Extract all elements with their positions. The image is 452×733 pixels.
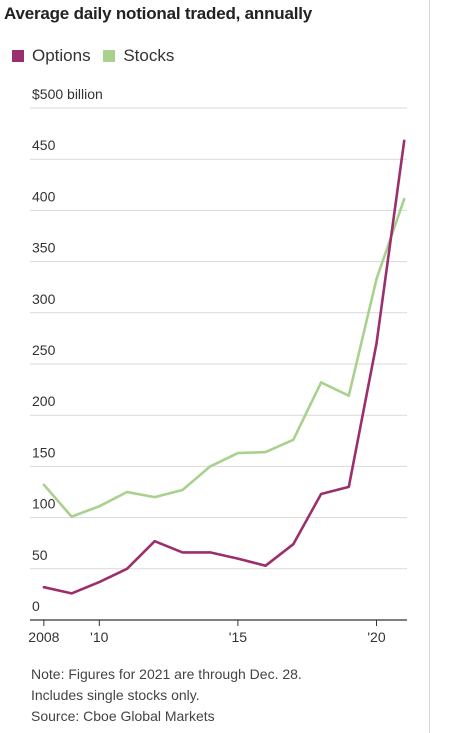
y-tick-label: 50 (32, 547, 48, 563)
x-tick-label: '20 (367, 629, 385, 645)
y-tick-label: 250 (32, 342, 56, 358)
y-tick-label: 450 (32, 137, 56, 153)
legend-label-stocks: Stocks (123, 46, 175, 65)
x-tick-label: '15 (229, 629, 247, 645)
note-line: Note: Figures for 2021 are through Dec. … (31, 666, 302, 682)
y-tick-label: 100 (32, 496, 56, 512)
x-tick-label: 2008 (28, 629, 59, 645)
y-tick-label: 300 (32, 291, 56, 307)
series-line-options (42, 139, 406, 595)
legend-label-options: Options (32, 46, 91, 65)
legend-item-stocks: Stocks (103, 46, 174, 66)
legend-swatch-options (12, 50, 24, 62)
y-tick-label: 350 (32, 240, 56, 256)
chart-notes: Note: Figures for 2021 are through Dec. … (31, 664, 302, 727)
y-tick-label: 0 (32, 598, 40, 614)
chart-title: Average daily notional traded, annually (4, 4, 313, 23)
series-line-stocks (42, 197, 406, 518)
note-line: Includes single stocks only. (31, 687, 200, 703)
line-chart: 0 50 100 150 200 250 300 350 400 450 $500 billion 2… (28, 86, 407, 645)
y-tick-label: 150 (32, 444, 56, 460)
legend: Options Stocks (12, 46, 182, 66)
legend-swatch-stocks (103, 50, 116, 62)
x-tick-label: '10 (90, 629, 108, 645)
y-tick-label: 200 (32, 393, 56, 409)
y-tick-label: $500 billion (32, 86, 103, 102)
y-tick-label: 400 (32, 188, 56, 204)
source-line: Source: Cboe Global Markets (31, 708, 215, 724)
legend-item-options: Options (12, 46, 91, 66)
chart-frame (429, 0, 430, 733)
